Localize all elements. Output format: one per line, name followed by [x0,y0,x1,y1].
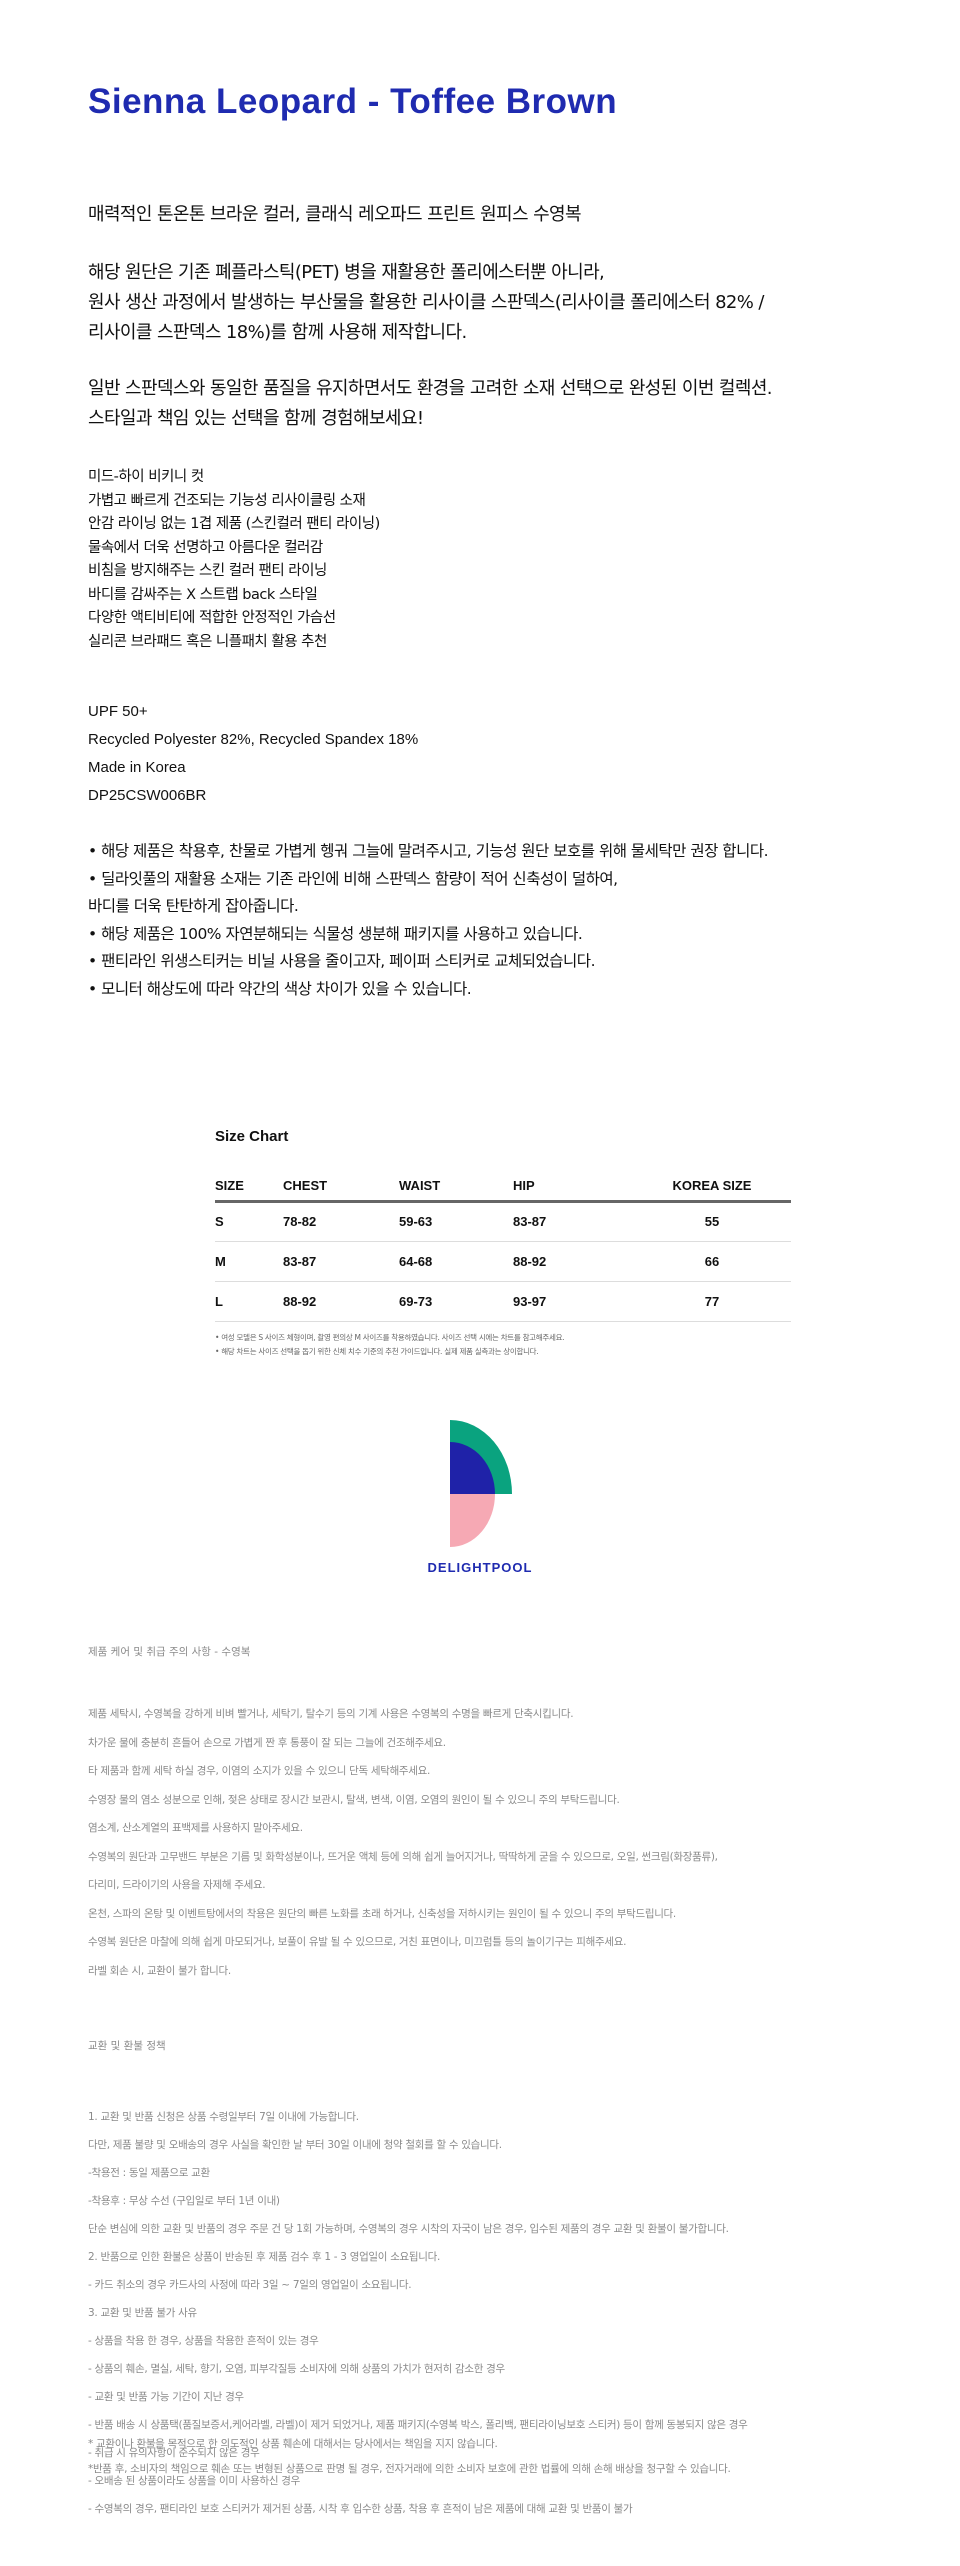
cell: L [215,1281,283,1322]
care-line: 다리미, 드라이기의 사용을 자제해 주세요. [88,1879,266,1891]
exchange-line: - 카드 취소의 경우 카드사의 사정에 따라 3일 ~ 7일의 영업일이 소요… [88,2279,412,2291]
cell: 93-97 [513,1281,633,1322]
care-line: 수영복 원단은 마찰에 의해 쉽게 마모되거나, 보풀이 유발 될 수 있으므로… [88,1936,627,1948]
feature-item: 물속에서 더욱 선명하고 아름다운 컬러감 [88,539,323,556]
care-line: 차가운 물에 충분히 흔들어 손으로 가볍게 짠 후 통풍이 잘 되는 그늘에 … [88,1736,446,1749]
collection-paragraph: 일반 스판덱스와 동일한 품질을 유지하면서도 환경을 고려한 소재 선택으로 … [88,374,773,434]
header-size: SIZE [215,1171,283,1203]
intro-text: 매력적인 톤온톤 브라운 컬러, 클래식 레오파드 프린트 원피스 수영복 [88,204,582,225]
care-title: 제품 케어 및 취급 주의 사항 - 수영복 [88,1646,251,1658]
exchange-line: - 수영복의 경우, 팬티라인 보호 스티커가 제거된 상품, 시착 후 입수한… [88,2503,633,2515]
notice-list: • 해당 제품은 착용후, 찬물로 가볍게 헹궈 그늘에 말려주시고, 기능성 … [88,838,769,1003]
exchange-line: - 상품의 훼손, 멸실, 세탁, 향기, 오염, 피부각질등 소비자에 의해 … [88,2363,505,2375]
logo-mark-icon [450,1420,512,1547]
feature-item: 가볍고 빠르게 건조되는 기능성 리사이클링 소재 [88,492,366,509]
exchange-line: 단순 변심에 의한 교환 및 반품의 경우 주문 건 당 1회 가능하며, 수영… [88,2223,729,2235]
care-line: 수영복의 원단과 고무밴드 부분은 기름 및 화학성분이나, 뜨거운 액체 등에… [88,1850,718,1863]
table-row: L 88-92 69-73 93-97 77 [215,1281,791,1322]
care-line: 타 제품과 함께 세탁 하실 경우, 이염의 소지가 있을 수 있으니 단독 세… [88,1765,431,1777]
product-title: Sienna Leopard - Toffee Brown [88,82,618,121]
exchange-line: 1. 교환 및 반품 신청은 상품 수령일부터 7일 이내에 가능합니다. [88,2111,359,2123]
exchange-line: - 취급 시 유의사항이 준수되지 않은 경우 [88,2447,260,2459]
exchange-footnote: * 교환이나 환불을 목적으로 한 의도적인 상품 훼손에 대해서는 당사에서는… [88,2438,498,2450]
exchange-title: 교환 및 환불 정책 [88,2040,166,2052]
size-chart-title: Size Chart [215,1128,289,1145]
exchange-line: -착용전 : 동일 제품으로 교환 [88,2167,210,2179]
spec-upf: UPF 50+ [88,703,148,720]
size-chart: Size Chart SIZE CHEST WAIST HIP KOREA SI… [215,1128,791,1358]
cell: S [215,1201,283,1242]
care-line: 제품 세탁시, 수영복을 강하게 비벼 빨거나, 세탁기, 탈수기 등의 기계 … [88,1708,574,1720]
collection-line: 일반 스판덱스와 동일한 품질을 유지하면서도 환경을 고려한 소재 선택으로 … [88,378,773,399]
exchange-footnotes: * 교환이나 환불을 목적으로 한 의도적인 상품 훼손에 대해서는 당사에서는… [88,2432,731,2482]
notice-item: 바디를 더욱 탄탄하게 잡아줍니다. [88,897,299,915]
size-note: • 해당 차트는 사이즈 선택을 돕기 위한 신체 치수 기준의 추천 가이드입… [215,1346,539,1356]
cell: 55 [633,1201,791,1242]
feature-item: 비침을 방지해주는 스킨 컬러 팬티 라이닝 [88,563,327,579]
notice-item: • 해당 제품은 100% 자연분해되는 식물성 생분해 패키지를 사용하고 있… [88,924,583,943]
cell: 88-92 [283,1281,399,1322]
material-line: 해당 원단은 기존 폐플라스틱(PET) 병을 재활용한 폴리에스터뿐 아니라, [88,262,605,283]
header-korea-size: KOREA SIZE [633,1171,791,1203]
feature-item: 다양한 액티비티에 적합한 안정적인 가슴선 [88,610,336,626]
size-chart-notes: • 여성 모델은 S 사이즈 체형이며, 촬영 편의상 M 사이즈를 착용하였습… [215,1330,791,1358]
feature-item: 바디를 감싸주는 X 스트랩 back 스타일 [88,586,318,603]
cell: 69-73 [399,1281,513,1322]
cell: 78-82 [283,1201,399,1242]
exchange-list: 1. 교환 및 반품 신청은 상품 수령일부터 7일 이내에 가능합니다. 다만,… [88,2103,748,2523]
notice-item: • 팬티라인 위생스티커는 비닐 사용을 줄이고자, 페이퍼 스티커로 교체되었… [88,952,596,970]
feature-item: 미드-하이 비키니 컷 [88,469,204,485]
notice-item: • 해당 제품은 착용후, 찬물로 가볍게 헹궈 그늘에 말려주시고, 기능성 … [88,842,769,860]
spec-origin: Made in Korea [88,759,186,776]
spec-product-code: DP25CSW006BR [88,787,207,804]
cell: 83-87 [513,1201,633,1242]
table-row: S 78-82 59-63 83-87 55 [215,1201,791,1242]
exchange-line: - 오배송 된 상품이라도 상품을 이미 사용하신 경우 [88,2475,300,2487]
feature-item: 안감 라이닝 없는 1겹 제품 (스킨컬러 팬티 라이닝) [88,516,380,532]
spec-list: UPF 50+ Recycled Polyester 82%, Recycled… [88,698,418,810]
feature-list: 미드-하이 비키니 컷 가볍고 빠르게 건조되는 기능성 리사이클링 소재 안감… [88,466,380,654]
exchange-line: - 반품 배송 시 상품택(품질보증서,케어라벨, 라벨)이 제거 되었거나, … [88,2419,748,2431]
header-waist: WAIST [399,1171,513,1203]
cell: 77 [633,1281,791,1322]
cell: 59-63 [399,1201,513,1242]
exchange-line: -착용후 : 무상 수선 (구입일로 부터 1년 이내) [88,2195,280,2207]
care-line: 수영장 물의 염소 성분으로 인해, 젖은 상태로 장시간 보관시, 탈색, 변… [88,1793,620,1806]
exchange-line: - 교환 및 반품 가능 기간이 지난 경우 [88,2391,244,2403]
care-line: 온천, 스파의 온탕 및 이벤트탕에서의 착용은 원단의 빠른 노화를 초래 하… [88,1907,676,1920]
brand-logo: DELIGHTPOOL [400,1418,560,1588]
care-list: 제품 세탁시, 수영복을 강하게 비벼 빨거나, 세탁기, 탈수기 등의 기계 … [88,1700,718,1985]
cell: 88-92 [513,1241,633,1282]
care-line: 염소계, 산소계열의 표백제를 사용하지 말아주세요. [88,1822,303,1834]
header-hip: HIP [513,1171,633,1203]
exchange-line: 2. 반품으로 인한 환불은 상품이 반송된 후 제품 검수 후 1 - 3 영… [88,2251,441,2263]
notice-item: • 모니터 해상도에 따라 약간의 색상 차이가 있을 수 있습니다. [88,979,472,998]
cell: 64-68 [399,1241,513,1282]
table-row: M 83-87 64-68 88-92 66 [215,1241,791,1282]
notice-item: • 딜라잇풀의 재활용 소재는 기존 라인에 비해 스판덱스 함량이 적어 신축… [88,869,618,888]
material-line: 리사이클 스판덱스 18%)를 함께 사용해 제작합니다. [88,322,467,343]
material-line: 원사 생산 과정에서 발생하는 부산물을 활용한 리사이클 스판덱스(리사이클 … [88,292,764,313]
table-header-row: SIZE CHEST WAIST HIP KOREA SIZE [215,1171,791,1203]
material-paragraph: 해당 원단은 기존 폐플라스틱(PET) 병을 재활용한 폴리에스터뿐 아니라,… [88,258,764,348]
header-chest: CHEST [283,1171,399,1203]
exchange-line: 다만, 제품 불량 및 오배송의 경우 사실을 확인한 날 부터 30일 이내에… [88,2139,502,2151]
collection-line: 스타일과 책임 있는 선택을 함께 경험해보세요! [88,408,424,429]
size-note: • 여성 모델은 S 사이즈 체형이며, 촬영 편의상 M 사이즈를 착용하였습… [215,1332,565,1342]
cell: 66 [633,1241,791,1282]
exchange-line: 3. 교환 및 반품 불가 사유 [88,2307,197,2319]
care-line: 라벨 회손 시, 교환이 불가 합니다. [88,1964,231,1977]
cell: M [215,1241,283,1282]
spec-material: Recycled Polyester 82%, Recycled Spandex… [88,731,419,748]
cell: 83-87 [283,1241,399,1282]
size-table: SIZE CHEST WAIST HIP KOREA SIZE S 78-82 59… [215,1171,791,1322]
feature-item: 실리콘 브라패드 혹은 니플패치 활용 추천 [88,633,327,650]
exchange-line: - 상품을 착용 한 경우, 상품을 착용한 흔적이 있는 경우 [88,2335,319,2347]
logo-text: DELIGHTPOOL [427,1560,533,1575]
exchange-footnote: *반품 후, 소비자의 책임으로 훼손 또는 변형된 상품으로 판명 될 경우,… [88,2463,731,2475]
